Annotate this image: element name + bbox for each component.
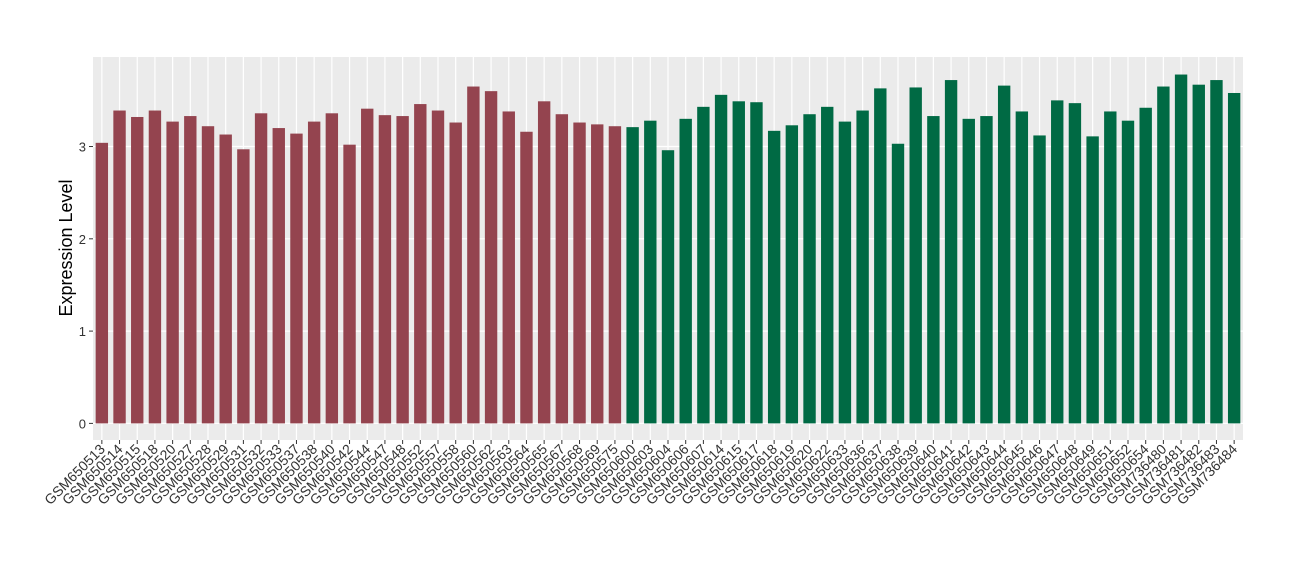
bar [1068,103,1082,424]
bar [909,87,922,424]
bar [555,114,569,424]
bar [1015,111,1029,424]
bar [307,121,321,424]
y-axis-label: Expression Level [56,179,76,316]
bar [874,88,887,424]
y-tick-label: 0 [79,416,86,431]
bar [290,133,303,424]
bar [697,106,710,424]
bar [944,80,958,424]
bar [714,94,728,424]
bar [679,118,692,424]
bar [803,114,816,424]
y-tick-label: 1 [79,324,86,339]
bar [767,130,781,424]
bar [414,104,427,424]
bar [608,126,622,424]
bar [343,144,356,424]
bar [1210,80,1223,424]
bar [502,111,515,424]
bar [1139,107,1152,424]
bar [997,85,1011,424]
bar [644,120,657,424]
y-tick-label: 2 [79,232,86,247]
bar [1104,111,1117,424]
bar [856,110,869,424]
bar [184,116,197,424]
bar [732,101,745,424]
bar [467,86,480,424]
bar [113,110,126,424]
bar [838,121,852,424]
bar [591,124,604,424]
bar [1192,84,1205,424]
bar [1174,74,1188,424]
bar [962,118,975,424]
bar [1227,92,1241,424]
bar [272,128,285,424]
bar [1051,100,1064,424]
bar [626,127,639,424]
bar [361,108,374,424]
bar [1033,135,1046,424]
bar [520,131,533,424]
bar [573,122,586,424]
bar [537,101,551,424]
y-tick-label: 3 [79,140,86,155]
bar [95,142,109,424]
bar [980,116,993,424]
bar [891,143,905,424]
bar [325,113,339,424]
bar [254,113,268,424]
bar [131,116,144,424]
bar [661,150,675,424]
bar [821,106,834,424]
bar [1086,136,1099,424]
bar [750,102,763,424]
bar [431,110,445,424]
bar [927,116,940,424]
bar [237,149,250,424]
bar [785,125,799,424]
bar [484,91,498,424]
bar [378,115,392,424]
bar [396,116,409,424]
bar [148,110,162,424]
bar [1157,86,1170,424]
bar [201,126,215,424]
bar [219,134,232,424]
bar [166,121,179,424]
bar [1121,120,1135,424]
bar [449,122,462,424]
